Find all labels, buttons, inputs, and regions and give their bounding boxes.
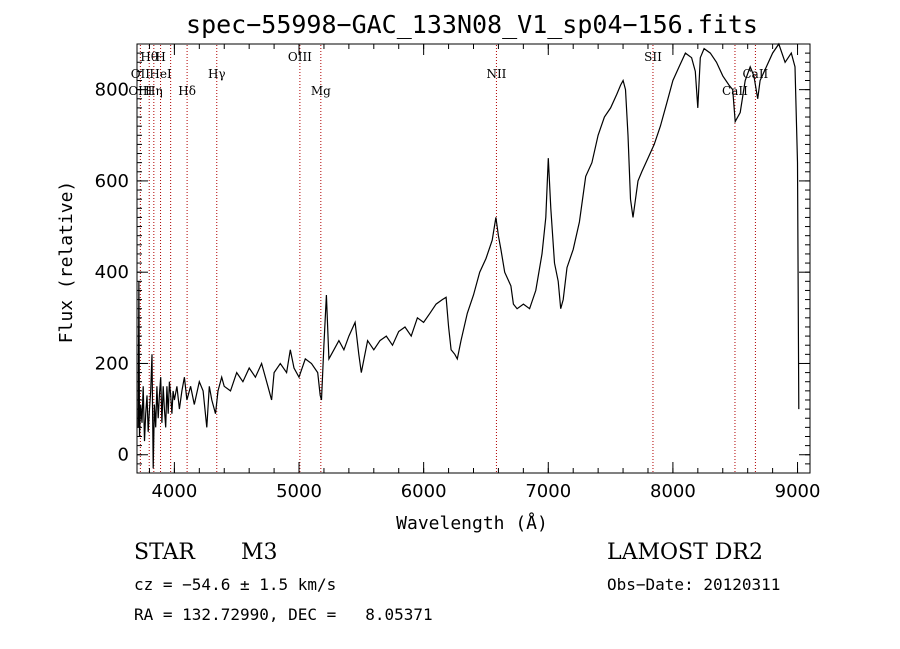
x-tick-label: 9000 — [775, 481, 821, 502]
spectral-line-markers — [139, 45, 756, 472]
object-subclass: M3 — [241, 540, 278, 565]
spectrum-series — [137, 42, 800, 469]
redshift-velocity: cz = −54.6 ± 1.5 km/s — [134, 575, 336, 594]
y-axis-label: Flux (relative) — [56, 181, 77, 344]
line-label: SII — [644, 50, 662, 64]
object-class: STAR — [134, 540, 196, 565]
chart-title: spec−55998−GAC_133N08_V1_sp04−156.fits — [186, 10, 758, 39]
axis-tick-labels: 4000 5000 6000 7000 8000 9000 0 200 400 600 800 — [95, 80, 821, 502]
line-label: CaII — [722, 84, 748, 98]
line-label: HeI — [149, 67, 172, 81]
y-tick-label: 0 — [118, 445, 129, 466]
x-tick-label: 4000 — [151, 481, 197, 502]
x-tick-label: 5000 — [276, 481, 322, 502]
line-label: Hδ — [178, 84, 196, 98]
spectrum-line — [137, 42, 800, 469]
line-label: OII — [131, 67, 151, 81]
x-axis-label: Wavelength (Å) — [396, 512, 548, 534]
x-tick-label: 7000 — [525, 481, 571, 502]
plot-area-border — [136, 43, 811, 474]
observation-date: Obs−Date: 20120311 — [607, 575, 780, 594]
line-label: OIII — [128, 84, 152, 98]
x-tick-label: 6000 — [401, 481, 447, 502]
line-label: OIII — [288, 50, 312, 64]
info-panel: STAR M3 LAMOST DR2 cz = −54.6 ± 1.5 km/s… — [134, 540, 780, 624]
y-tick-label: 400 — [95, 262, 129, 283]
y-tick-label: 600 — [95, 171, 129, 192]
line-label: Hη — [145, 84, 163, 98]
axis-ticks — [137, 44, 810, 473]
plot-frame — [136, 43, 811, 474]
line-label: Mg — [311, 84, 331, 98]
x-tick-label: 8000 — [650, 481, 696, 502]
coordinates: RA = 132.72990, DEC = 8.05371 — [134, 605, 433, 624]
y-tick-label: 800 — [95, 80, 129, 101]
line-label: NII — [486, 67, 506, 81]
line-label: H — [155, 50, 165, 64]
line-label: Hθ — [140, 50, 158, 64]
line-label: Hγ — [208, 67, 226, 81]
y-tick-label: 200 — [95, 353, 129, 374]
survey-name: LAMOST DR2 — [607, 540, 763, 565]
